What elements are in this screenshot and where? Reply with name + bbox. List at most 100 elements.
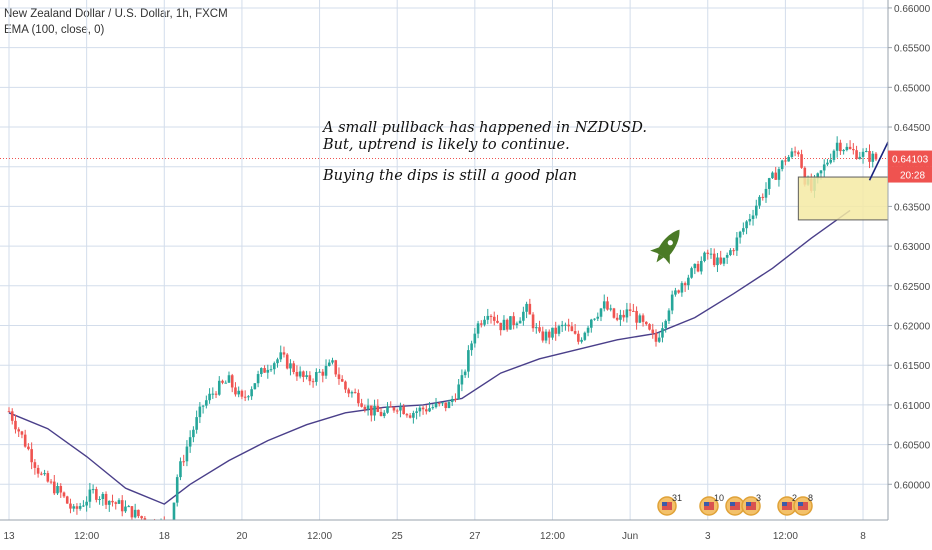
price-tick-label: 0.60500 — [894, 441, 931, 452]
time-tick-label: 8 — [860, 531, 866, 542]
candle-up — [247, 395, 250, 401]
candle-down — [793, 146, 797, 157]
candle-up — [331, 357, 334, 365]
candle-down — [852, 143, 855, 155]
candle-down — [683, 281, 687, 292]
annotation-text: A small pullback has happened in NZDUSD.… — [323, 120, 647, 185]
price-tick-label: 0.60000 — [894, 480, 931, 491]
time-tick-label: 20 — [236, 531, 248, 542]
candle-up — [602, 294, 606, 312]
candle-down — [489, 314, 493, 324]
candle-down — [868, 144, 871, 169]
indicator-label[interactable]: EMA (100, close, 0) — [4, 24, 105, 36]
candle-up — [217, 376, 221, 396]
candle-down — [285, 353, 289, 370]
candle-down — [635, 306, 638, 330]
candle-down — [797, 150, 800, 157]
candle-up — [276, 357, 279, 368]
event-count: 8 — [808, 493, 813, 503]
candle-up — [91, 484, 95, 494]
candle-down — [311, 378, 315, 388]
candle-up — [515, 321, 519, 329]
candle-up — [237, 386, 240, 398]
event-flag-icon[interactable]: 2 — [777, 493, 797, 516]
candle-down — [839, 139, 842, 156]
countdown-label: 20:28 — [900, 171, 925, 182]
candle-down — [104, 491, 108, 510]
candle-up — [256, 370, 260, 388]
candle-down — [632, 303, 635, 312]
candle-down — [425, 404, 428, 415]
candle-up — [192, 426, 195, 443]
candle-down — [573, 323, 577, 335]
candle-up — [518, 317, 522, 324]
candle-up — [619, 309, 622, 327]
price-tick-label: 0.64500 — [894, 123, 931, 134]
candle-up — [586, 325, 590, 337]
candle-up — [590, 318, 593, 333]
candle-down — [295, 365, 299, 381]
candle-down — [221, 379, 224, 385]
event-count: 31 — [672, 493, 682, 503]
candle-up — [198, 402, 202, 424]
time-tick-label: 27 — [469, 531, 481, 542]
event-flag-icon[interactable]: 10 — [699, 493, 724, 516]
candle-up — [269, 365, 273, 372]
candle-up — [661, 322, 664, 343]
candle-up — [483, 316, 486, 327]
candle-up — [716, 252, 719, 273]
candle-up — [43, 469, 46, 476]
candle-down — [14, 414, 17, 434]
candle-down — [732, 248, 735, 256]
candle-down — [214, 391, 218, 399]
event-count: 3 — [756, 493, 761, 503]
candle-down — [33, 459, 37, 475]
countdown-tag — [888, 166, 932, 183]
current-price-label: 0.64103 — [892, 155, 929, 166]
candle-up — [88, 482, 92, 508]
time-axis: 13 12:00 18 20 12:00 25 27 12:00 Jun 3 12:00 8 — [0, 519, 888, 550]
candle-up — [842, 148, 845, 155]
candle-up — [674, 287, 677, 297]
candle-up — [463, 369, 467, 378]
symbol-title[interactable]: New Zealand Dollar / U.S. Dollar, 1h, FX… — [4, 8, 228, 20]
candle-up — [441, 401, 444, 407]
candle-up — [460, 369, 464, 392]
candle-up — [832, 149, 836, 163]
candle-up — [327, 359, 331, 367]
candle-down — [641, 313, 645, 327]
candle-down — [651, 323, 655, 339]
candle-down — [75, 503, 79, 515]
candle-up — [703, 251, 706, 263]
candle-down — [395, 408, 399, 415]
candle-up — [664, 319, 668, 333]
candle-up — [599, 307, 603, 322]
candles — [7, 136, 878, 537]
event-flag-icon[interactable]: 3 — [741, 493, 761, 516]
candle-up — [764, 182, 768, 203]
time-tick-label: 12:00 — [540, 531, 565, 542]
candle-down — [512, 312, 515, 330]
event-flag-icon[interactable]: 8 — [793, 493, 813, 516]
candle-down — [302, 370, 305, 383]
chart-header: New Zealand Dollar / U.S. Dollar, 1h, FX… — [4, 6, 228, 38]
candle-down — [389, 401, 393, 408]
candle-down — [480, 320, 483, 328]
candle-up — [826, 158, 829, 167]
candle-down — [95, 486, 98, 503]
candle-up — [208, 388, 211, 404]
candle-down — [292, 360, 295, 375]
event-flag-icon[interactable]: 31 — [657, 493, 682, 516]
candle-up — [845, 143, 849, 152]
price-tick-label: 0.65500 — [894, 44, 931, 55]
candle-up — [412, 410, 415, 424]
candle-down — [402, 403, 405, 415]
candle-down — [541, 326, 545, 343]
economic-events[interactable]: 31 10 3 2 8 — [657, 493, 813, 516]
candle-down — [612, 307, 616, 319]
candle-down — [567, 318, 570, 332]
candle-down — [337, 367, 341, 385]
price-tick-label: 0.61500 — [894, 361, 931, 372]
candle-down — [10, 408, 14, 425]
